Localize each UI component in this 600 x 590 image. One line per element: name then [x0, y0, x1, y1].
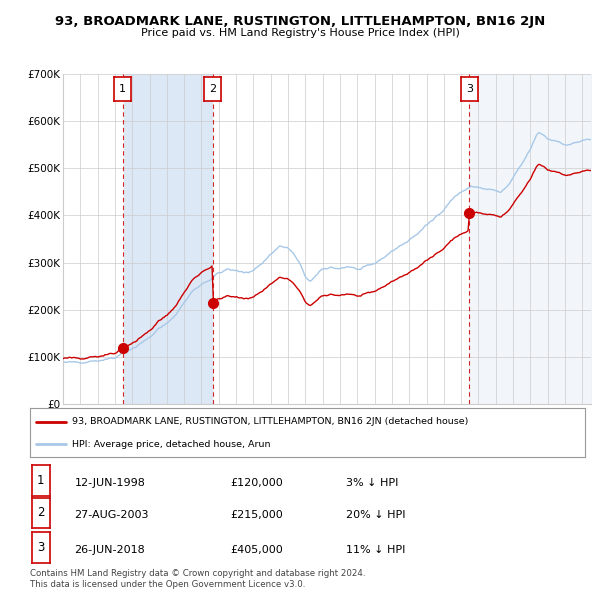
Text: 20% ↓ HPI: 20% ↓ HPI — [346, 510, 406, 520]
Text: 93, BROADMARK LANE, RUSTINGTON, LITTLEHAMPTON, BN16 2JN: 93, BROADMARK LANE, RUSTINGTON, LITTLEHA… — [55, 15, 545, 28]
Text: 2: 2 — [209, 84, 217, 94]
Text: 1: 1 — [37, 474, 44, 487]
Text: £120,000: £120,000 — [230, 478, 283, 488]
Text: 26-JUN-2018: 26-JUN-2018 — [74, 545, 145, 555]
Text: 1: 1 — [119, 84, 126, 94]
Text: 11% ↓ HPI: 11% ↓ HPI — [346, 545, 406, 555]
Text: £405,000: £405,000 — [230, 545, 283, 555]
Text: 93, BROADMARK LANE, RUSTINGTON, LITTLEHAMPTON, BN16 2JN (detached house): 93, BROADMARK LANE, RUSTINGTON, LITTLEHA… — [71, 417, 468, 426]
Text: 27-AUG-2003: 27-AUG-2003 — [74, 510, 149, 520]
Text: 3% ↓ HPI: 3% ↓ HPI — [346, 478, 399, 488]
Text: £215,000: £215,000 — [230, 510, 283, 520]
Text: Contains HM Land Registry data © Crown copyright and database right 2024.
This d: Contains HM Land Registry data © Crown c… — [30, 569, 365, 589]
Text: 12-JUN-1998: 12-JUN-1998 — [74, 478, 145, 488]
Text: 2: 2 — [37, 506, 44, 519]
Text: 3: 3 — [37, 541, 44, 554]
Text: Price paid vs. HM Land Registry's House Price Index (HPI): Price paid vs. HM Land Registry's House … — [140, 28, 460, 38]
Text: HPI: Average price, detached house, Arun: HPI: Average price, detached house, Arun — [71, 440, 270, 448]
Text: 3: 3 — [466, 84, 473, 94]
